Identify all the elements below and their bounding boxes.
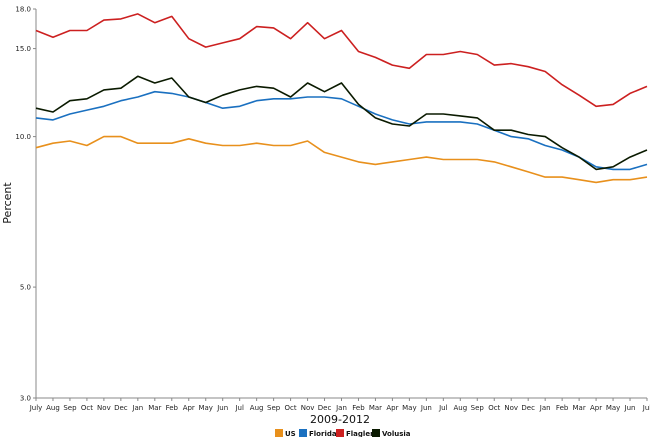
legend-label-volusia: Volusia bbox=[382, 430, 411, 437]
x-axis-ticks: July Aug Sep Oct Nov Dec Jan Mar Feb Apr May Jun Jul… bbox=[29, 398, 650, 412]
x-tick-label: May bbox=[402, 404, 416, 412]
x-tick-label: Jul bbox=[234, 404, 244, 412]
x-tick-label: July bbox=[29, 404, 43, 412]
x-tick-label: Feb bbox=[352, 404, 365, 412]
x-tick-label: Jun bbox=[624, 404, 636, 412]
x-tick-label: Feb bbox=[166, 404, 179, 412]
x-tick-label: Oct bbox=[285, 404, 297, 412]
x-tick-label: Dec bbox=[521, 404, 535, 412]
x-tick-label: Dec bbox=[114, 404, 128, 412]
y-tick-label: 5.0 bbox=[20, 284, 31, 292]
x-tick-label: Aug bbox=[250, 404, 264, 412]
x-tick-label: Oct bbox=[81, 404, 93, 412]
x-tick-label: May bbox=[606, 404, 620, 412]
y-axis-title: Percent bbox=[1, 182, 14, 224]
x-tick-label: Mar bbox=[573, 404, 586, 412]
legend-label-flagler: Flagler bbox=[346, 430, 374, 437]
x-tick-label: May bbox=[198, 404, 212, 412]
x-tick-label: Sep bbox=[63, 404, 77, 412]
y-tick-label: 18.0 bbox=[15, 6, 31, 14]
y-tick-label: 3.0 bbox=[20, 395, 31, 403]
x-tick-label: Aug bbox=[46, 404, 60, 412]
x-tick-label: Apr bbox=[590, 404, 602, 412]
x-tick-label: Aug bbox=[453, 404, 467, 412]
x-axis-title: 2009-2012 bbox=[310, 413, 370, 426]
legend-swatch-florida bbox=[299, 429, 307, 437]
x-tick-label: Sep bbox=[471, 404, 485, 412]
x-tick-label: Sep bbox=[267, 404, 281, 412]
legend: US Florida Flagler Volusia bbox=[275, 429, 411, 437]
x-tick-label: Jan bbox=[335, 404, 347, 412]
legend-swatch-volusia bbox=[372, 429, 380, 437]
y-tick-label: 10.0 bbox=[15, 133, 31, 141]
x-tick-label: Feb bbox=[556, 404, 569, 412]
x-tick-label: Mar bbox=[148, 404, 161, 412]
legend-label-us: US bbox=[285, 430, 296, 437]
series-line-flagler bbox=[35, 13, 648, 108]
series-line-us bbox=[35, 135, 648, 184]
x-tick-label: Nov bbox=[97, 404, 111, 412]
y-axis-ticks: 18.0 15.0 10.0 5.0 3.0 bbox=[15, 6, 36, 403]
x-tick-label: Apr bbox=[183, 404, 195, 412]
x-tick-label: Dec bbox=[318, 404, 332, 412]
x-tick-label: Nov bbox=[504, 404, 518, 412]
x-tick-label: Jun bbox=[420, 404, 432, 412]
series-lines bbox=[35, 13, 648, 184]
legend-swatch-flagler bbox=[336, 429, 344, 437]
x-tick-label: Jan bbox=[539, 404, 551, 412]
series-line-florida bbox=[35, 90, 648, 171]
y-tick-label: 15.0 bbox=[15, 45, 31, 53]
x-tick-label: Jul bbox=[438, 404, 448, 412]
x-tick-label: Nov bbox=[301, 404, 315, 412]
x-tick-label: Apr bbox=[386, 404, 398, 412]
series-line-volusia bbox=[35, 75, 648, 171]
x-tick-label: Mar bbox=[369, 404, 382, 412]
x-tick-label: Jul bbox=[642, 404, 650, 412]
legend-swatch-us bbox=[275, 429, 283, 437]
legend-label-florida: Florida bbox=[309, 430, 337, 437]
x-tick-label: Jun bbox=[216, 404, 228, 412]
x-tick-label: Jan bbox=[131, 404, 143, 412]
x-tick-label: Oct bbox=[488, 404, 500, 412]
